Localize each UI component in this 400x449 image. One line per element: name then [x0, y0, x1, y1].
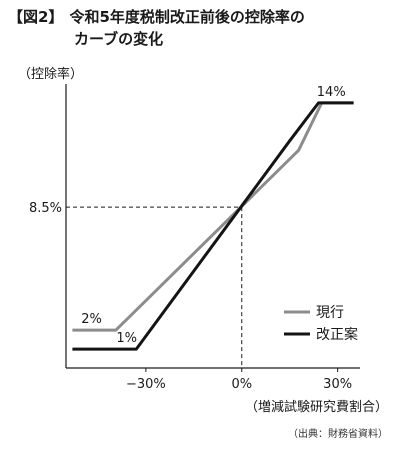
x-tick-label: −30%: [126, 377, 166, 392]
data-label: 1%: [116, 331, 137, 346]
x-axis-label: （増減試験研究費割合）: [244, 400, 388, 415]
data-label: 14%: [317, 85, 346, 100]
y-axis-label: （控除率）: [18, 67, 84, 82]
data-label: 2%: [81, 312, 102, 327]
legend-label-revised: 改正案: [316, 326, 358, 343]
source-note: （出典：財務省資料）: [288, 429, 388, 440]
y-tick-label: 8.5%: [29, 201, 62, 216]
x-tick-label: 0%: [231, 377, 252, 392]
legend-label-current: 現行: [316, 305, 344, 321]
series-line-current: [72, 101, 354, 332]
title-line-2: カーブの変化: [74, 30, 164, 48]
figure-number: 【図2】: [8, 8, 64, 26]
title-text-1: 令和5年度税制改正前後の控除率の: [69, 8, 305, 26]
title-line-1: 【図2】 令和5年度税制改正前後の控除率の: [8, 6, 394, 28]
figure-title: 【図2】 令和5年度税制改正前後の控除率の カーブの変化: [8, 6, 394, 50]
series-line-revised: [72, 101, 354, 351]
x-tick-label: 30%: [323, 377, 352, 392]
